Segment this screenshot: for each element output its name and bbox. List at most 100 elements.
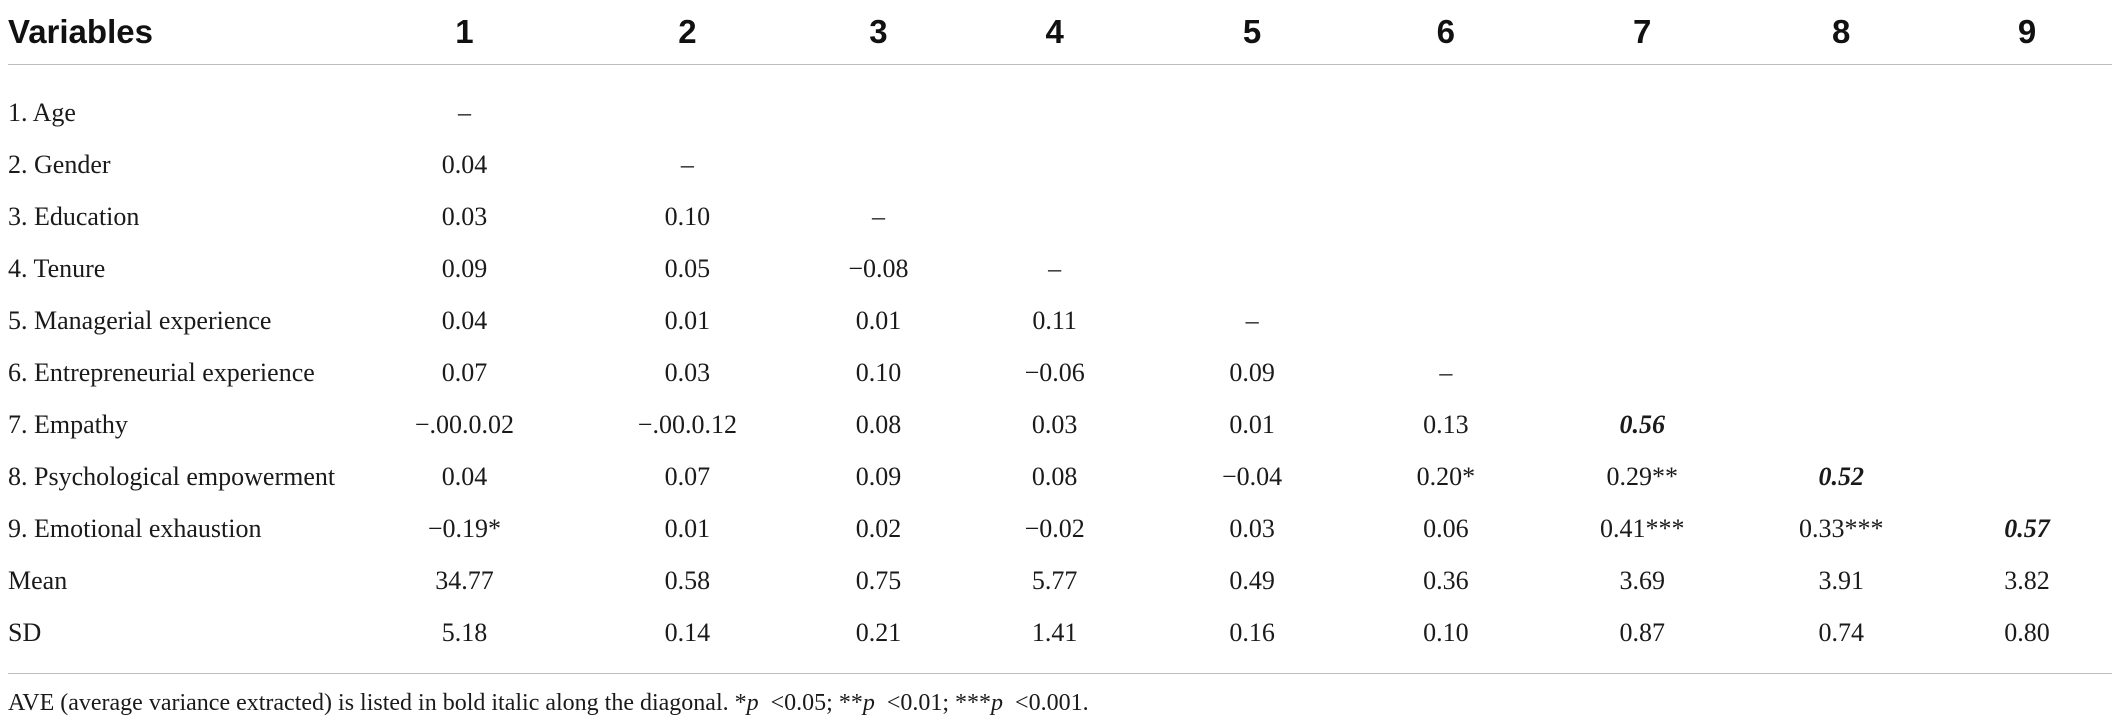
table-cell (1740, 191, 1942, 243)
table-cell (1544, 295, 1740, 347)
table-cell (1942, 399, 2112, 451)
header-col-2: 2 (570, 0, 805, 65)
ave-diagonal-cell: 0.56 (1619, 410, 1665, 439)
row-label: SD (8, 607, 359, 674)
table-cell: 0.10 (855, 358, 902, 387)
table-cell (1942, 191, 2112, 243)
table-row-emotional-exhaustion: 9. Emotional exhaustion −0.19* 0.01 0.02… (8, 503, 2112, 555)
table-cell (1544, 139, 1740, 191)
table-cell: – (1245, 306, 1259, 335)
table-cell: 0.09 (441, 254, 488, 283)
table-cell: 0.03 (441, 202, 488, 231)
table-cell: 0.03 (1229, 514, 1275, 543)
table-cell: −.00.0.12 (637, 410, 737, 439)
table-row-sd: SD 5.18 0.14 0.21 1.41 0.16 0.10 0.87 0.… (8, 607, 2112, 674)
footnote-value-2: <0.01; (886, 690, 950, 716)
table-cell: 0.20* (1416, 462, 1476, 491)
table-cell: – (1048, 254, 1062, 283)
row-label: 5. Managerial experience (8, 306, 272, 335)
table-cell: 3.82 (2004, 566, 2050, 595)
ave-diagonal-cell: 0.57 (2004, 514, 2050, 543)
table-cell: 0.09 (855, 462, 902, 491)
correlation-table: Variables 1 2 3 4 5 6 7 8 9 1. Age – 2. … (8, 0, 2112, 674)
table-cell: 0.07 (664, 462, 711, 491)
table-cell (804, 139, 953, 191)
footnote-value-1: <0.05; (770, 690, 833, 716)
footnote-p-2: p (862, 690, 875, 716)
table-cell: 0.01 (664, 306, 711, 335)
table-cell: 0.58 (664, 566, 711, 595)
table-cell: 0.10 (1347, 607, 1545, 674)
table-cell (1740, 399, 1942, 451)
table-row-psychological-empowerment: 8. Psychological empowerment 0.04 0.07 0… (8, 451, 2112, 503)
row-label: Mean (8, 566, 68, 595)
table-cell (1348, 139, 1544, 191)
table-cell: 0.05 (664, 254, 711, 283)
table-cell (804, 65, 953, 140)
table-cell (1740, 139, 1942, 191)
row-label: 7. Empathy (8, 410, 128, 439)
table-cell (571, 65, 805, 140)
table-cell: 0.07 (441, 358, 488, 387)
table-row-mean: Mean 34.77 0.58 0.75 5.77 0.49 0.36 3.69… (8, 555, 2112, 607)
table-cell: 5.77 (1031, 566, 1078, 595)
table-cell (1942, 295, 2112, 347)
header-row: Variables 1 2 3 4 5 6 7 8 9 (8, 0, 2112, 65)
table-cell: 0.33*** (1798, 514, 1884, 543)
table-cell: 0.02 (855, 514, 902, 543)
table-footnote: AVE (average variance extracted) is list… (8, 690, 1089, 717)
table-cell (1157, 139, 1348, 191)
header-col-3: 3 (804, 0, 953, 65)
footnote-star-3: *** (955, 690, 992, 716)
row-label: 6. Entrepreneurial experience (8, 358, 315, 387)
table-cell: 0.04 (441, 462, 488, 491)
footnote-star-1: * (734, 690, 747, 716)
table-cell: 0.06 (1423, 514, 1469, 543)
table-cell: 0.08 (1031, 462, 1078, 491)
table-cell (1544, 243, 1740, 295)
table-cell: 0.01 (1229, 410, 1275, 439)
table-cell: 0.04 (441, 306, 488, 335)
table-cell (1942, 243, 2112, 295)
table-cell (953, 139, 1157, 191)
table-cell: 3.91 (1818, 566, 1864, 595)
table-cell: 0.03 (664, 358, 711, 387)
table-cell: 0.16 (1156, 607, 1348, 674)
table-cell: −0.08 (848, 254, 909, 283)
table-cell: 0.08 (855, 410, 902, 439)
table-row-age: 1. Age – (8, 65, 2112, 140)
table-cell: 0.10 (664, 202, 711, 231)
header-col-6: 6 (1347, 0, 1545, 65)
table-cell (1942, 451, 2112, 503)
table-cell: 34.77 (435, 566, 494, 595)
footnote-text: AVE (average variance extracted) is list… (8, 690, 729, 716)
table-row-gender: 2. Gender 0.04 – (8, 139, 2112, 191)
table-cell: 0.75 (855, 566, 902, 595)
table-cell (1740, 243, 1942, 295)
table-cell: 0.09 (1229, 358, 1275, 387)
table-row-managerial-experience: 5. Managerial experience 0.04 0.01 0.01 … (8, 295, 2112, 347)
footnote-p-3: p (991, 690, 1004, 716)
table-cell (1348, 243, 1544, 295)
footnote-star-2: ** (838, 690, 863, 716)
header-col-8: 8 (1740, 0, 1943, 65)
table-cell (1157, 65, 1348, 140)
table-cell: 0.29** (1606, 462, 1678, 491)
table-cell: −0.19* (427, 514, 502, 543)
table-cell: 5.18 (358, 607, 571, 674)
table-cell: 0.21 (804, 607, 953, 674)
row-label: 1. Age (8, 98, 76, 127)
table-cell: 0.01 (855, 306, 902, 335)
table-cell: 0.74 (1740, 607, 1943, 674)
footnote-value-3: <0.001. (1015, 690, 1089, 716)
footnote-p-1: p (746, 690, 759, 716)
header-col-1: 1 (358, 0, 571, 65)
table-cell: 0.36 (1423, 566, 1469, 595)
table-cell: 0.01 (664, 514, 711, 543)
table-cell: 0.41*** (1599, 514, 1685, 543)
table-cell: −0.06 (1024, 358, 1085, 387)
table-row-empathy: 7. Empathy −.00.0.02 −.00.0.12 0.08 0.03… (8, 399, 2112, 451)
table-row-tenure: 4. Tenure 0.09 0.05 −0.08 – (8, 243, 2112, 295)
table-cell: 1.41 (952, 607, 1157, 674)
row-label: 2. Gender (8, 150, 111, 179)
